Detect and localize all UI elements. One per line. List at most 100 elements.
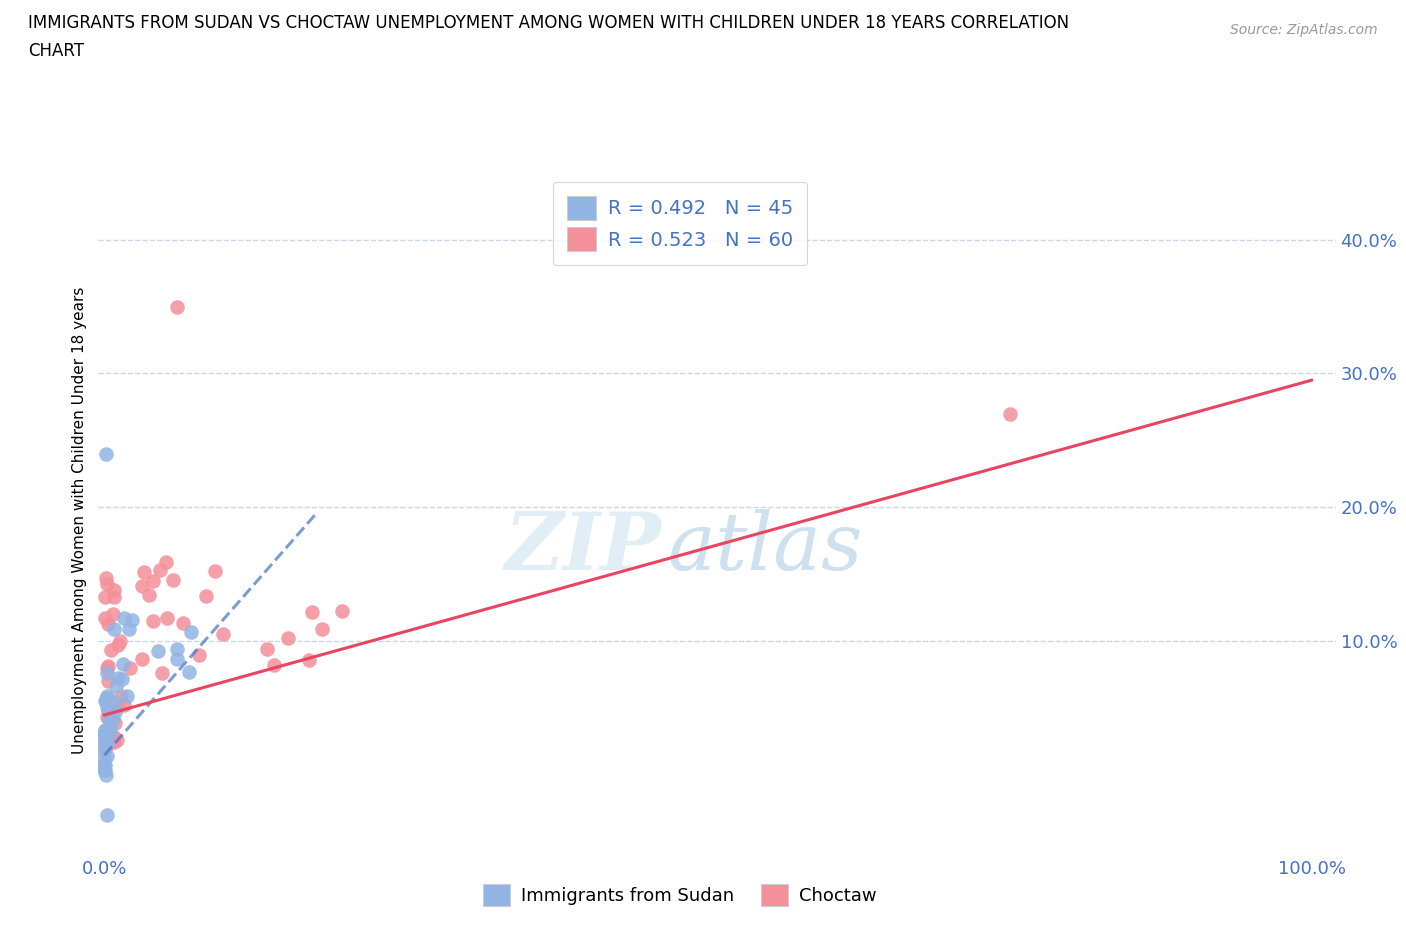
Point: [121, 612, 143, 627]
Point: [134, 565, 156, 579]
Point: [96, 767, 118, 782]
Point: [111, 671, 134, 686]
Point: [110, 688, 132, 703]
Point: [131, 578, 153, 593]
Point: [98, 724, 121, 738]
Point: [93, 737, 115, 752]
Point: [998, 406, 1021, 421]
Point: [94, 722, 117, 737]
Legend: Immigrants from Sudan, Choctaw: Immigrants from Sudan, Choctaw: [475, 877, 884, 913]
Point: [94, 692, 117, 707]
Point: [112, 698, 135, 712]
Point: [97, 735, 120, 750]
Point: [96, 688, 118, 703]
Point: [138, 587, 160, 602]
Point: [96, 808, 118, 823]
Point: [93, 590, 115, 604]
Point: [256, 642, 278, 657]
Point: [103, 582, 125, 597]
Point: [298, 653, 321, 668]
Point: [105, 733, 128, 748]
Point: [93, 758, 115, 773]
Point: [162, 572, 184, 587]
Point: [103, 729, 125, 744]
Point: [172, 616, 194, 631]
Point: [166, 299, 188, 314]
Point: [94, 571, 117, 586]
Point: [97, 711, 120, 726]
Point: [97, 658, 120, 673]
Point: [142, 614, 165, 629]
Point: [194, 589, 217, 604]
Point: [94, 693, 117, 708]
Point: [117, 622, 139, 637]
Point: [101, 713, 124, 728]
Point: [96, 749, 118, 764]
Point: [188, 648, 211, 663]
Text: IMMIGRANTS FROM SUDAN VS CHOCTAW UNEMPLOYMENT AMONG WOMEN WITH CHILDREN UNDER 18: IMMIGRANTS FROM SUDAN VS CHOCTAW UNEMPLO…: [28, 14, 1069, 32]
Point: [100, 711, 122, 725]
Point: [93, 760, 115, 775]
Point: [107, 638, 129, 653]
Point: [263, 658, 285, 672]
Text: ZIP: ZIP: [505, 509, 661, 586]
Point: [97, 710, 120, 724]
Point: [105, 699, 128, 714]
Point: [96, 691, 118, 706]
Point: [93, 728, 115, 743]
Point: [100, 643, 122, 658]
Point: [103, 735, 125, 750]
Point: [115, 688, 138, 703]
Point: [105, 679, 128, 694]
Point: [101, 711, 124, 726]
Point: [120, 661, 142, 676]
Y-axis label: Unemployment Among Women with Children Under 18 years: Unemployment Among Women with Children U…: [72, 287, 87, 754]
Point: [93, 723, 115, 737]
Point: [97, 673, 120, 688]
Text: CHART: CHART: [28, 42, 84, 60]
Point: [98, 719, 121, 734]
Point: [93, 763, 115, 777]
Point: [152, 665, 174, 680]
Point: [103, 606, 125, 621]
Point: [96, 700, 118, 715]
Point: [155, 611, 177, 626]
Point: [204, 563, 226, 578]
Point: [142, 573, 165, 588]
Point: [93, 743, 115, 758]
Point: [96, 661, 118, 676]
Point: [146, 643, 169, 658]
Point: [166, 651, 188, 666]
Point: [98, 724, 121, 738]
Point: [108, 633, 131, 648]
Point: [301, 604, 323, 619]
Point: [277, 631, 299, 645]
Point: [94, 446, 117, 461]
Point: [103, 695, 125, 710]
Point: [94, 610, 117, 625]
Point: [97, 617, 120, 631]
Point: [96, 666, 118, 681]
Point: [179, 665, 201, 680]
Point: [104, 704, 127, 719]
Point: [93, 762, 115, 777]
Point: [180, 624, 202, 639]
Point: [112, 610, 135, 625]
Point: [93, 751, 115, 765]
Point: [155, 554, 177, 569]
Point: [93, 730, 115, 745]
Point: [103, 716, 125, 731]
Point: [107, 671, 129, 685]
Point: [93, 725, 115, 740]
Point: [103, 590, 125, 604]
Point: [97, 704, 120, 719]
Text: Source: ZipAtlas.com: Source: ZipAtlas.com: [1230, 23, 1378, 37]
Point: [149, 563, 172, 578]
Point: [131, 652, 153, 667]
Point: [93, 758, 115, 773]
Point: [311, 622, 333, 637]
Point: [94, 737, 117, 751]
Point: [330, 604, 353, 618]
Point: [112, 657, 135, 671]
Point: [96, 577, 118, 591]
